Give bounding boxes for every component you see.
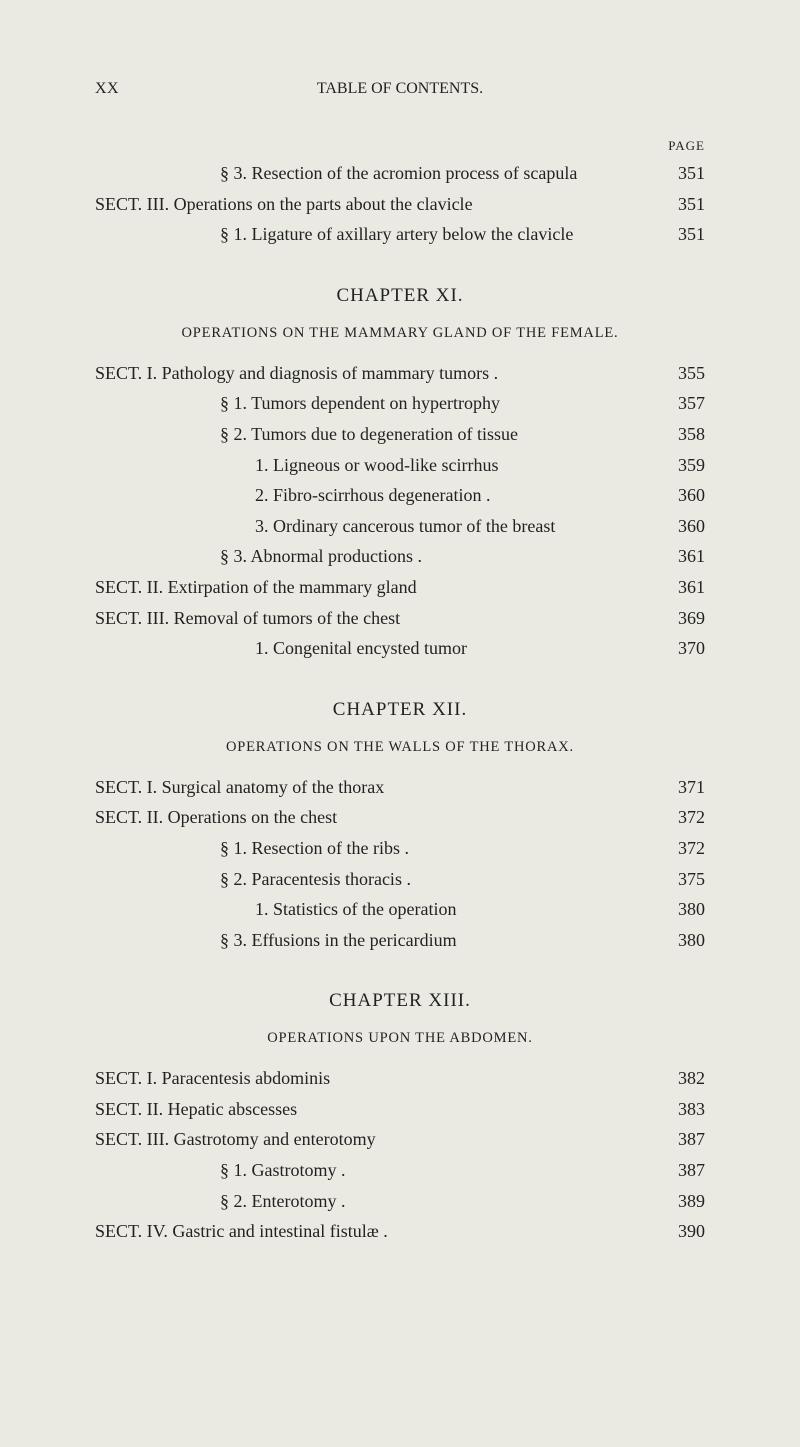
toc-entry-page: 351 (650, 158, 705, 189)
toc-row: SECT. II. Hepatic abscesses383 (95, 1094, 705, 1125)
toc-row: SECT. III. Gastrotomy and enterotomy387 (95, 1124, 705, 1155)
chapter-xi-title: CHAPTER XI. (95, 285, 705, 307)
toc-row: SECT. III. Operations on the parts about… (95, 189, 705, 220)
toc-entry-page: 371 (650, 772, 705, 803)
chapter-xiii-title: CHAPTER XIII. (95, 990, 705, 1012)
toc-entry-text: § 1. Tumors dependent on hypertrophy (95, 388, 650, 419)
toc-entry-page: 383 (650, 1094, 705, 1125)
toc-entry-text: § 3. Resection of the acromion process o… (95, 158, 650, 189)
toc-block-xii: SECT. I. Surgical anatomy of the thorax3… (95, 772, 705, 956)
toc-row: § 2. Paracentesis thoracis .375 (95, 864, 705, 895)
toc-row: SECT. I. Paracentesis abdominis382 (95, 1063, 705, 1094)
toc-row: 3. Ordinary cancerous tumor of the breas… (95, 511, 705, 542)
toc-row: SECT. IV. Gastric and intestinal fistulæ… (95, 1216, 705, 1247)
toc-entry-page: 372 (650, 833, 705, 864)
toc-entry-page: 360 (650, 511, 705, 542)
toc-row: § 1. Gastrotomy .387 (95, 1155, 705, 1186)
toc-entry-text: SECT. IV. Gastric and intestinal fistulæ… (95, 1216, 650, 1247)
toc-entry-page: 382 (650, 1063, 705, 1094)
toc-entry-text: § 3. Abnormal productions . (95, 541, 650, 572)
toc-entry-text: SECT. I. Pathology and diagnosis of mamm… (95, 358, 650, 389)
chapter-xi-subtitle: OPERATIONS ON THE MAMMARY GLAND OF THE F… (95, 325, 705, 342)
toc-row: § 1. Ligature of axillary artery below t… (95, 219, 705, 250)
page-roman-numeral: XX (95, 80, 119, 98)
toc-entry-text: SECT. III. Removal of tumors of the ches… (95, 603, 650, 634)
toc-entry-text: § 1. Ligature of axillary artery below t… (95, 219, 650, 250)
toc-row: SECT. II. Extirpation of the mammary gla… (95, 572, 705, 603)
toc-entry-page: 387 (650, 1124, 705, 1155)
toc-block-xiii: SECT. I. Paracentesis abdominis382SECT. … (95, 1063, 705, 1247)
toc-entry-text: 1. Statistics of the operation (95, 894, 650, 925)
toc-entry-text: SECT. I. Paracentesis abdominis (95, 1063, 650, 1094)
toc-block-xi: SECT. I. Pathology and diagnosis of mamm… (95, 358, 705, 664)
page-column-label: PAGE (95, 138, 705, 154)
toc-row: SECT. II. Operations on the chest372 (95, 802, 705, 833)
toc-row: § 2. Tumors due to degeneration of tissu… (95, 419, 705, 450)
toc-row: § 3. Resection of the acromion process o… (95, 158, 705, 189)
toc-entry-text: § 2. Paracentesis thoracis . (95, 864, 650, 895)
toc-entry-page: 389 (650, 1186, 705, 1217)
chapter-xii-title: CHAPTER XII. (95, 699, 705, 721)
toc-entry-page: 361 (650, 541, 705, 572)
toc-row: 1. Congenital encysted tumor370 (95, 633, 705, 664)
toc-entry-text: 3. Ordinary cancerous tumor of the breas… (95, 511, 650, 542)
toc-entry-text: SECT. III. Operations on the parts about… (95, 189, 650, 220)
toc-row: SECT. I. Pathology and diagnosis of mamm… (95, 358, 705, 389)
toc-row: § 2. Enterotomy .389 (95, 1186, 705, 1217)
toc-entry-text: SECT. II. Hepatic abscesses (95, 1094, 650, 1125)
toc-row: § 1. Resection of the ribs .372 (95, 833, 705, 864)
chapter-xiii-subtitle: OPERATIONS UPON THE ABDOMEN. (95, 1030, 705, 1047)
toc-row: § 1. Tumors dependent on hypertrophy357 (95, 388, 705, 419)
header-title: TABLE OF CONTENTS. (317, 80, 483, 98)
toc-block-pre: § 3. Resection of the acromion process o… (95, 158, 705, 250)
toc-entry-page: 375 (650, 864, 705, 895)
toc-entry-text: 1. Congenital encysted tumor (95, 633, 650, 664)
toc-entry-text: § 2. Tumors due to degeneration of tissu… (95, 419, 650, 450)
toc-entry-page: 357 (650, 388, 705, 419)
toc-entry-page: 369 (650, 603, 705, 634)
toc-row: 1. Statistics of the operation380 (95, 894, 705, 925)
toc-entry-page: 370 (650, 633, 705, 664)
toc-entry-page: 380 (650, 925, 705, 956)
toc-entry-text: SECT. II. Extirpation of the mammary gla… (95, 572, 650, 603)
toc-entry-page: 351 (650, 219, 705, 250)
toc-entry-text: 1. Ligneous or wood-like scirrhus (95, 450, 650, 481)
toc-row: SECT. I. Surgical anatomy of the thorax3… (95, 772, 705, 803)
toc-entry-text: SECT. I. Surgical anatomy of the thorax (95, 772, 650, 803)
toc-entry-page: 359 (650, 450, 705, 481)
toc-entry-text: 2. Fibro-scirrhous degeneration . (95, 480, 650, 511)
page-container: XX TABLE OF CONTENTS. PAGE § 3. Resectio… (0, 0, 800, 1447)
toc-entry-page: 361 (650, 572, 705, 603)
toc-entry-text: § 2. Enterotomy . (95, 1186, 650, 1217)
toc-entry-page: 360 (650, 480, 705, 511)
toc-entry-page: 355 (650, 358, 705, 389)
toc-entry-page: 380 (650, 894, 705, 925)
toc-row: 2. Fibro-scirrhous degeneration .360 (95, 480, 705, 511)
toc-entry-text: SECT. II. Operations on the chest (95, 802, 650, 833)
toc-entry-page: 358 (650, 419, 705, 450)
toc-entry-text: § 1. Resection of the ribs . (95, 833, 650, 864)
toc-entry-page: 387 (650, 1155, 705, 1186)
toc-row: § 3. Effusions in the pericardium380 (95, 925, 705, 956)
toc-row: SECT. III. Removal of tumors of the ches… (95, 603, 705, 634)
toc-entry-text: SECT. III. Gastrotomy and enterotomy (95, 1124, 650, 1155)
toc-row: § 3. Abnormal productions .361 (95, 541, 705, 572)
toc-entry-text: § 1. Gastrotomy . (95, 1155, 650, 1186)
chapter-xii-subtitle: OPERATIONS ON THE WALLS OF THE THORAX. (95, 739, 705, 756)
toc-entry-text: § 3. Effusions in the pericardium (95, 925, 650, 956)
toc-entry-page: 390 (650, 1216, 705, 1247)
toc-entry-page: 351 (650, 189, 705, 220)
toc-entry-page: 372 (650, 802, 705, 833)
toc-row: 1. Ligneous or wood-like scirrhus359 (95, 450, 705, 481)
